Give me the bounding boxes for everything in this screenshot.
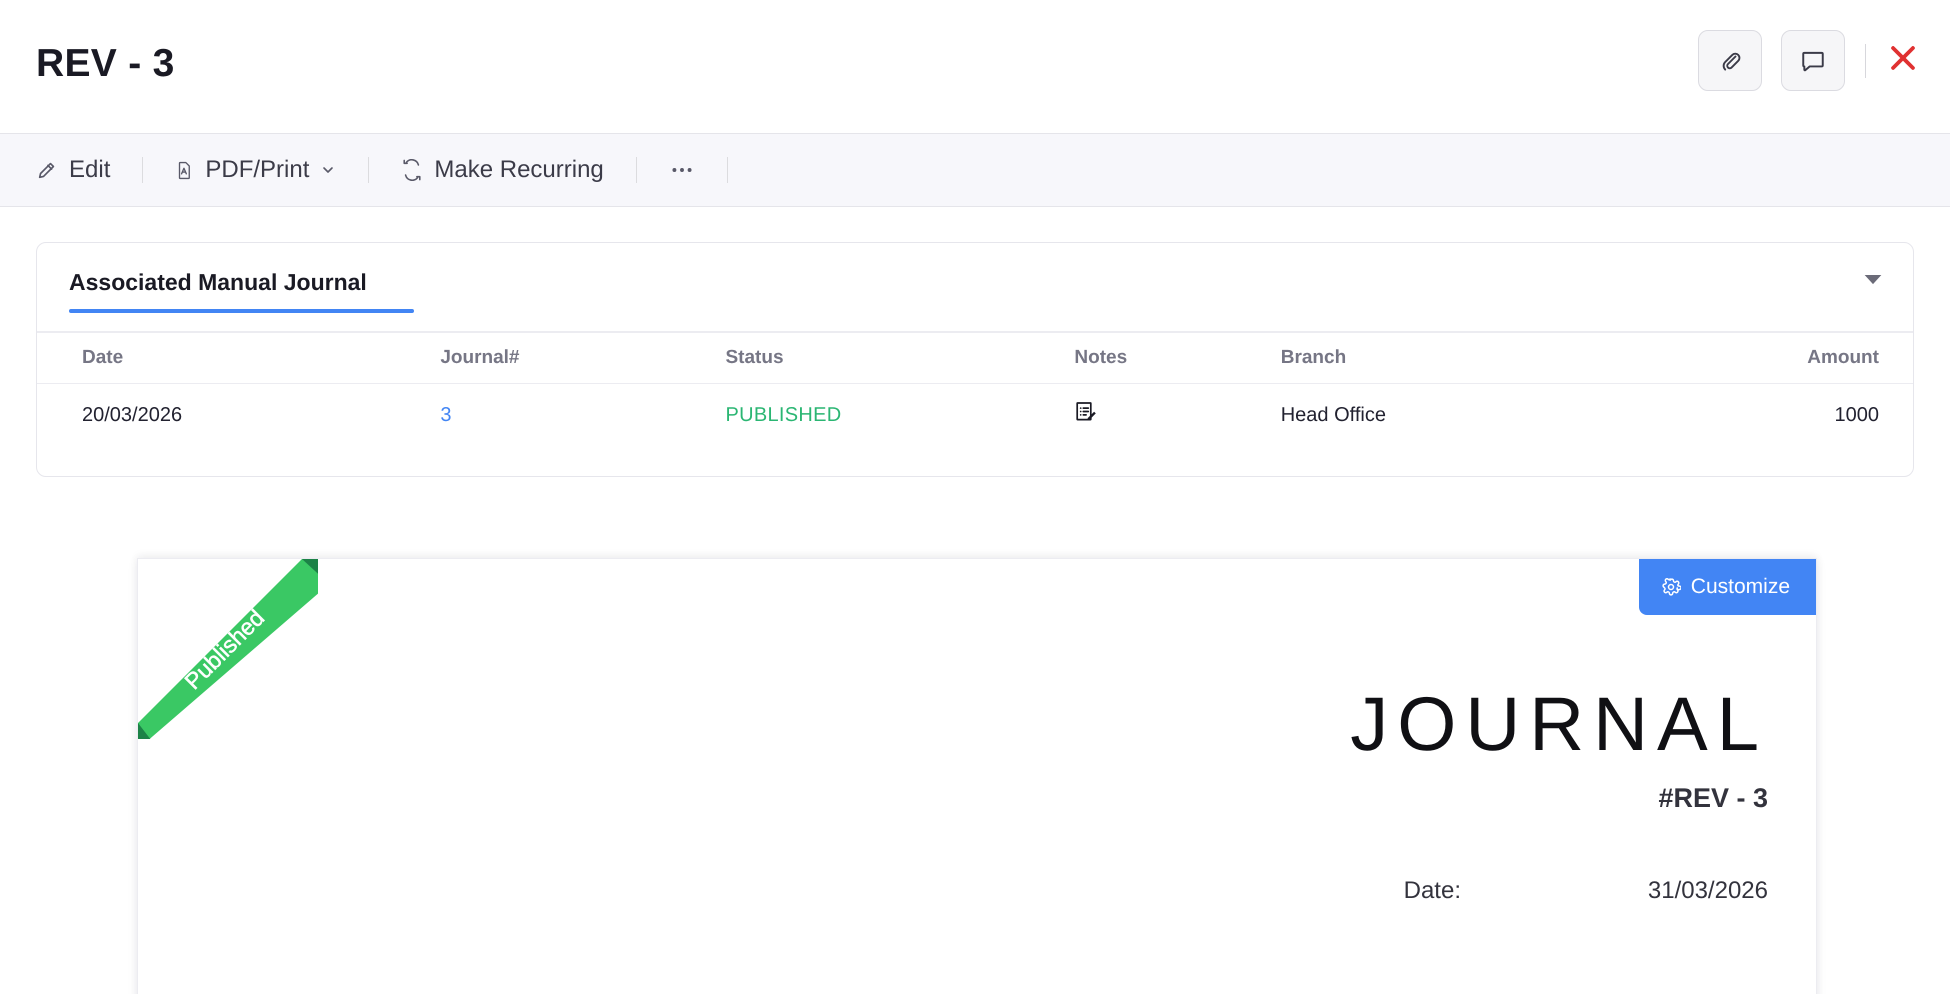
svg-text:Published: Published: [179, 604, 269, 694]
